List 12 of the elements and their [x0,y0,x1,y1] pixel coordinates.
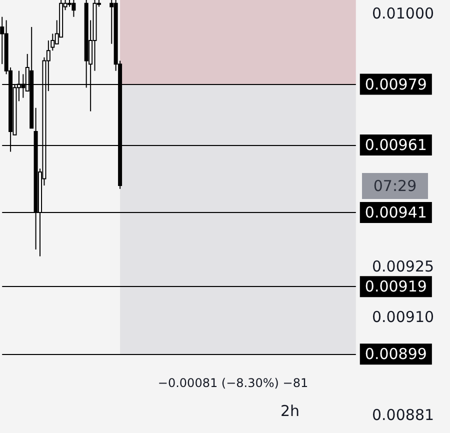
annotation: 2h [280,402,300,420]
y-tick-label: 0.01000 [372,4,434,22]
ref-line-label: 0.00979 [364,75,427,94]
ref-line-label: 0.00919 [364,278,427,296]
y-tick-label: 0.00910 [372,308,434,326]
ref-line-label: 0.00961 [364,136,427,154]
ref-line-label: 0.00941 [364,203,427,222]
ref-line-label: 0.00899 [364,345,427,364]
y-tick-label: 0.00925 [372,257,434,276]
text: 07:29 [373,177,417,195]
y-tick-label: 0.00881 [372,406,434,424]
annotation: −0.00081 (−8.30%) −81 [158,376,308,390]
